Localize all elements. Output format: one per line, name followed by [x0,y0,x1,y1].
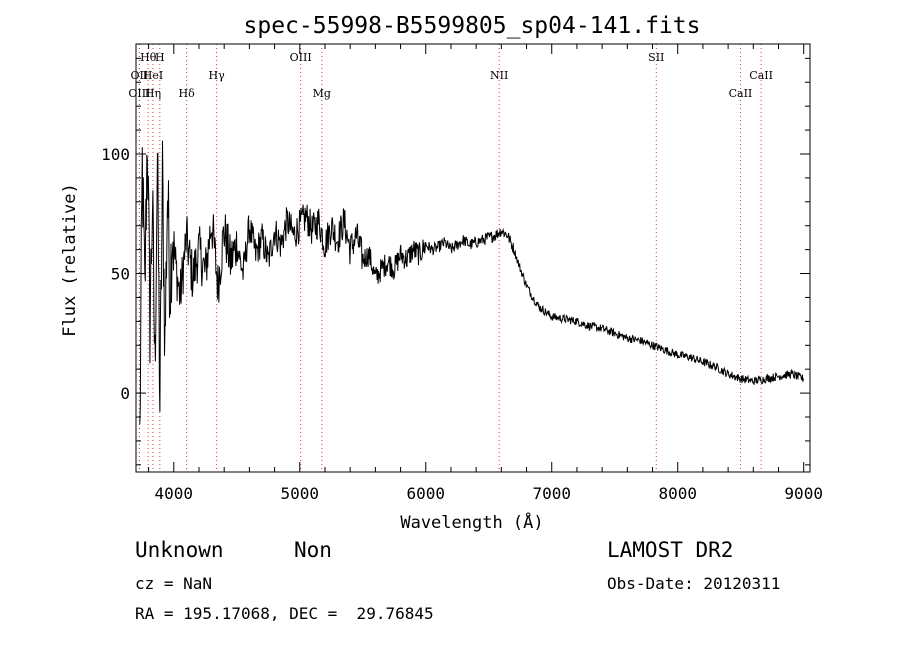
object-subclass-text: Non [294,538,332,562]
chart-title: spec-55998-B5599805_sp04-141.fits [244,13,701,39]
line-label-10: NII [490,69,508,82]
plot-frame [135,43,811,473]
coordinates-text: RA = 195.17068, DEC = 29.76845 [135,604,434,623]
line-label-7: Hη [145,87,161,100]
line-label-5: OIII [290,51,312,64]
object-class-text: Unknown [135,538,224,562]
x-tick-label-3: 7000 [532,484,571,503]
line-label-8: Hδ [179,87,196,100]
redshift-text: cz = NaN [135,574,213,593]
x-tick-label-0: 4000 [155,484,194,503]
line-label-9: Mg [313,87,331,100]
y-axis-label: Flux (relative) [60,183,80,337]
survey-name-text: LAMOST DR2 [607,538,734,562]
y-tick-label-0: 0 [120,384,130,403]
line-label-2: OII [131,69,149,82]
line-label-1: H [155,51,165,64]
x-tick-label-5: 9000 [784,484,823,503]
axes [135,43,811,473]
x-tick-label-1: 5000 [281,484,320,503]
line-label-3: HeI [143,69,163,82]
spectrum-line [139,140,804,425]
x-axis-label: Wavelength (Å) [400,511,543,533]
tick-labels: 4000 5000 6000 7000 8000 9000 0 50 100 [101,145,823,503]
x-tick-label-4: 8000 [658,484,697,503]
observation-date-text: Obs-Date: 20120311 [607,574,781,593]
line-label-13: CaII [729,87,753,100]
x-tick-label-2: 6000 [406,484,445,503]
line-label-12: CaII [749,69,773,82]
line-label-11: SII [648,51,664,64]
y-tick-label-2: 100 [101,145,130,164]
y-tick-label-1: 50 [111,265,130,284]
line-label-6: OIII [128,87,150,100]
line-label-4: Hγ [209,69,226,82]
